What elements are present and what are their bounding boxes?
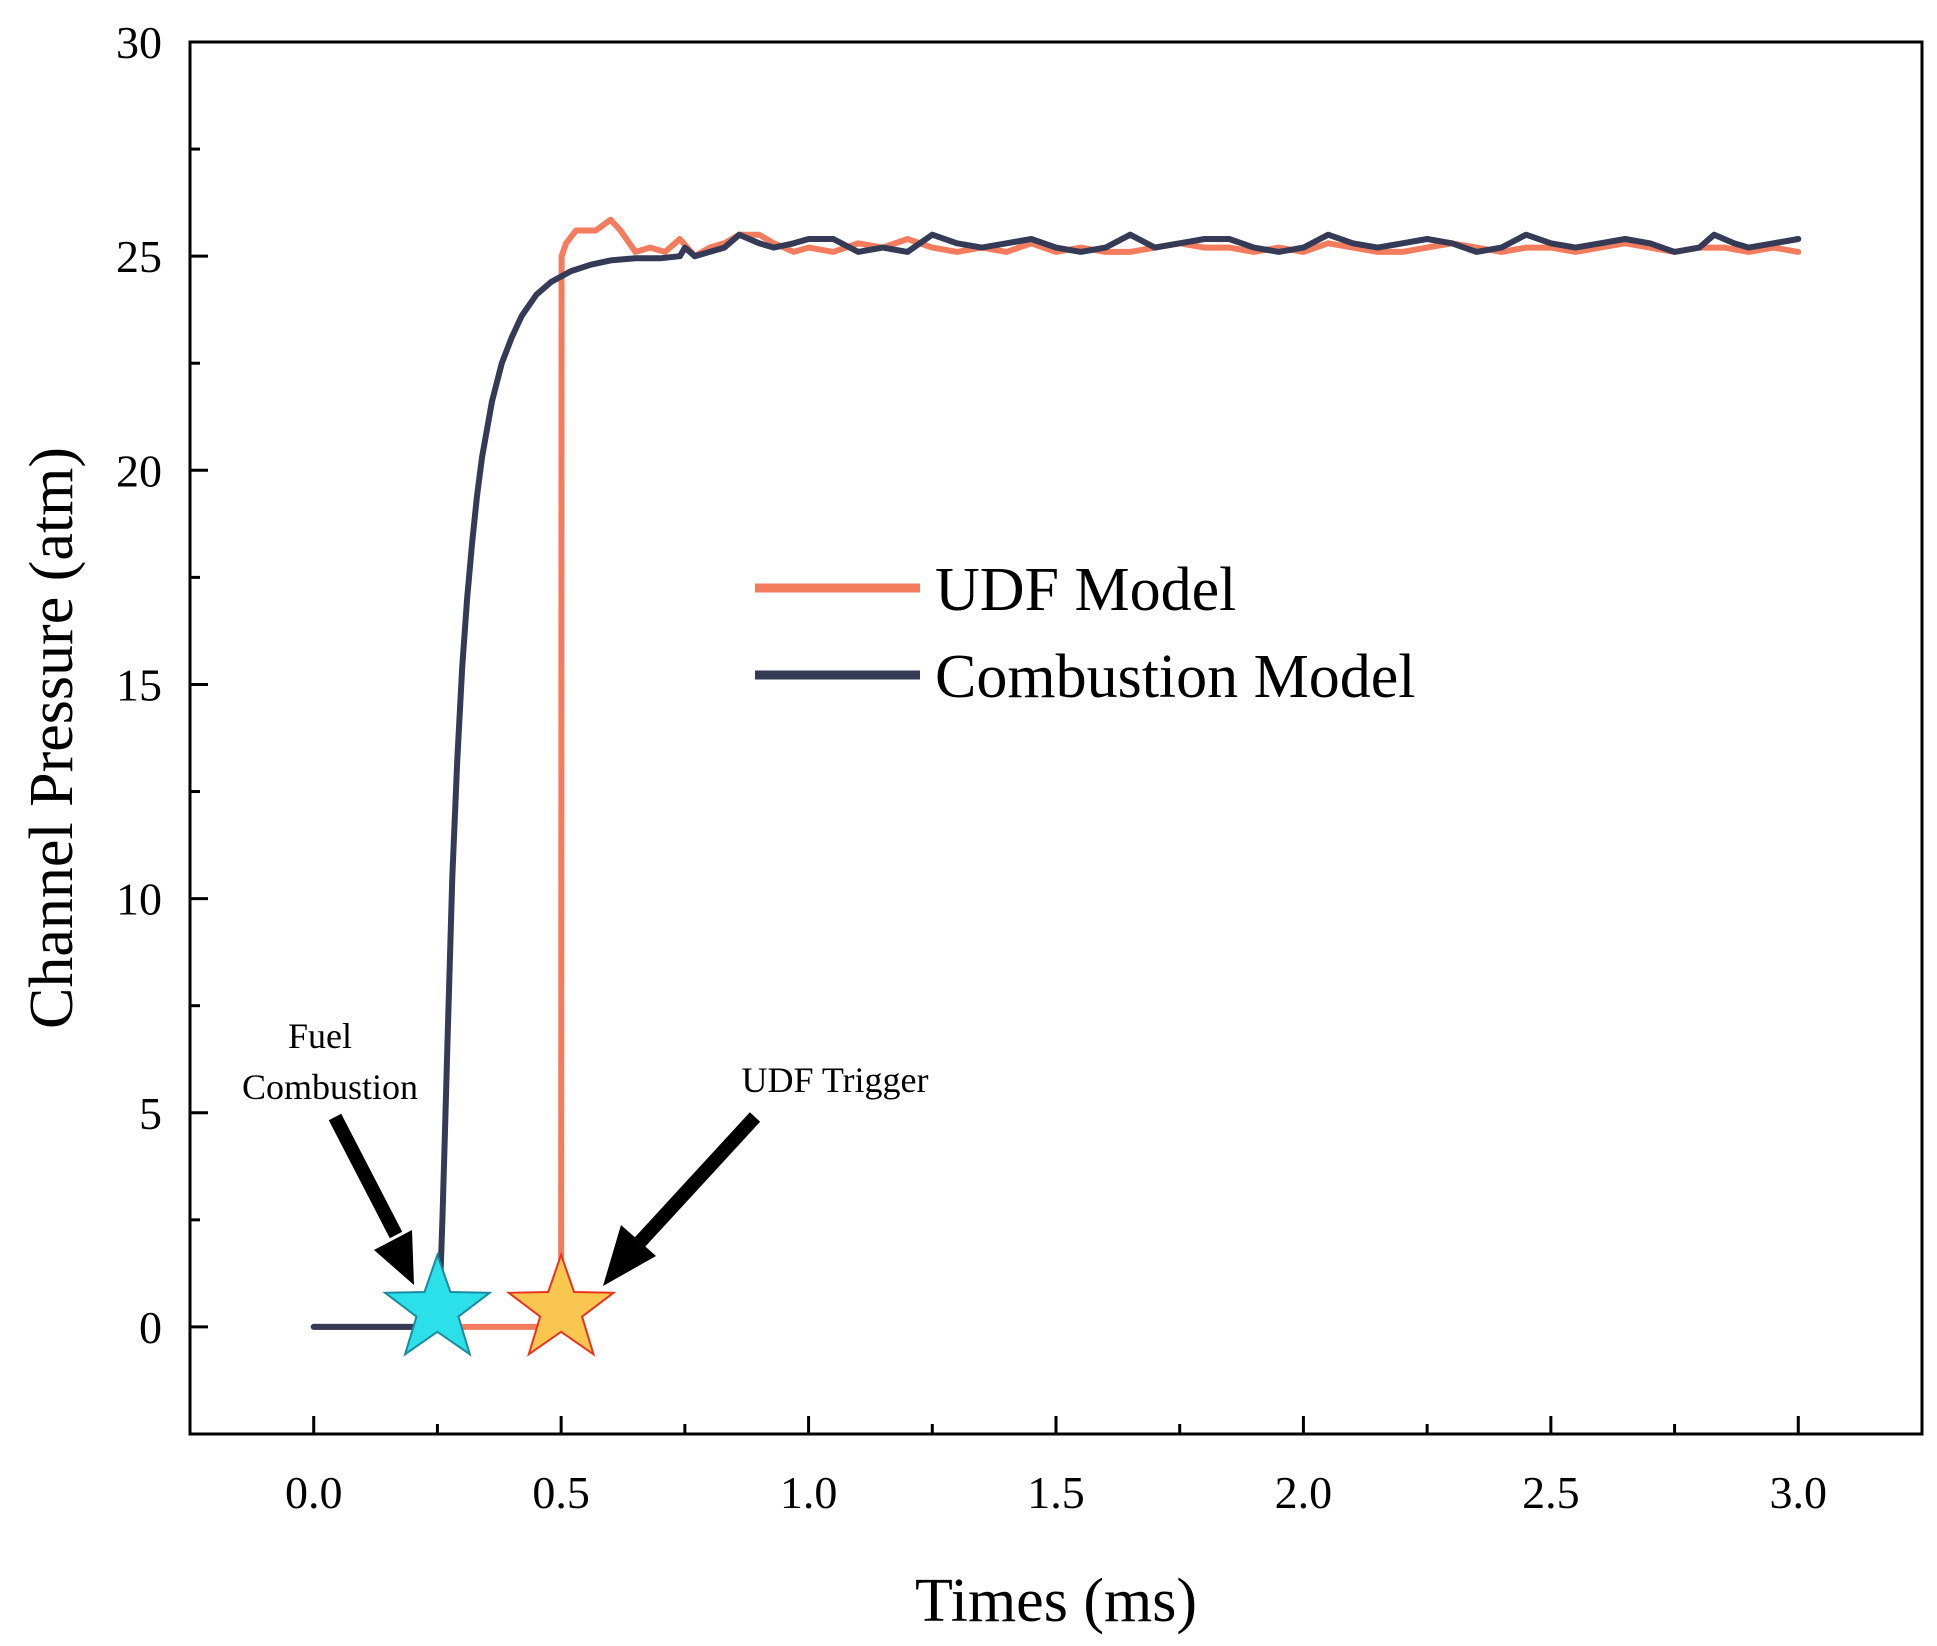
x-tick-label: 1.0 [780, 1467, 838, 1518]
series-lines [310, 216, 1802, 1330]
annotation-udf-trigger-label: UDF Trigger [741, 1060, 928, 1100]
y-tick-label: 25 [116, 231, 162, 282]
series-line-udf-model [310, 216, 1802, 1330]
annotations [382, 1251, 617, 1357]
axis-tick-labels: 0.0 0.5 1.0 1.5 2.0 2.5 3.0 0 5 10 15 20 25 30 [116, 17, 1827, 1518]
fuel-combustion-star-marker [382, 1251, 493, 1357]
x-tick-label: 0.0 [285, 1467, 343, 1518]
axis-ticks [190, 40, 1800, 1434]
annotation-fuel-combustion-label: Fuel Combustion [242, 1016, 418, 1107]
x-tick-label: 3.0 [1770, 1467, 1828, 1518]
x-tick-label: 0.5 [532, 1467, 590, 1518]
legend-label-combustion-model: Combustion Model [935, 643, 1416, 711]
y-tick-label: 0 [139, 1302, 162, 1353]
y-tick-label: 30 [116, 17, 162, 68]
y-tick-label: 15 [116, 659, 162, 710]
legend-label-udf-model: UDF Model [935, 556, 1236, 624]
y-tick-label: 20 [116, 445, 162, 496]
legend: UDF Model Combustion Model [755, 556, 1416, 711]
udf-trigger-star-marker [505, 1251, 617, 1357]
udf-trigger-arrow [603, 1112, 761, 1286]
x-axis-title: Times (ms) [915, 1567, 1197, 1635]
y-tick-label: 5 [139, 1088, 162, 1139]
fuel-combustion-arrow [328, 1113, 414, 1285]
annotation-combustion-label: Combustion [242, 1067, 418, 1107]
series-line-combustion-model [310, 231, 1802, 1330]
x-tick-label: 2.5 [1522, 1467, 1580, 1518]
x-tick-label: 2.0 [1275, 1467, 1333, 1518]
x-tick-label: 1.5 [1027, 1467, 1085, 1518]
y-axis-title: Channel Pressure (atm) [18, 447, 86, 1029]
y-tick-label: 10 [116, 874, 162, 925]
annotation-fuel-label: Fuel [288, 1016, 352, 1056]
